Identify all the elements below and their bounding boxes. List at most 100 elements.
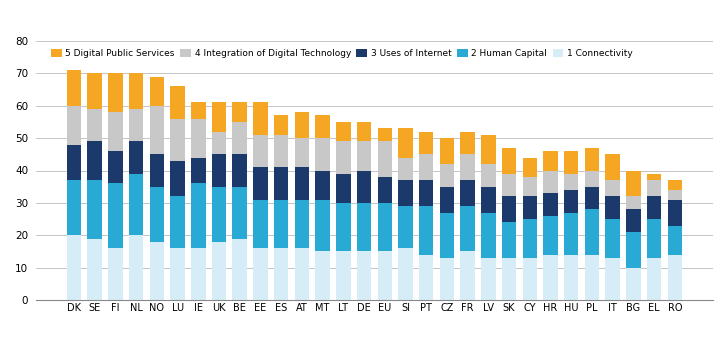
Bar [294, 200, 309, 248]
Bar [419, 154, 433, 180]
Bar [647, 219, 662, 258]
Bar [440, 213, 454, 258]
Bar [377, 203, 392, 252]
Bar [606, 180, 620, 196]
Bar [253, 248, 268, 300]
Bar [377, 141, 392, 177]
Bar [67, 145, 81, 180]
Bar [336, 203, 351, 252]
Bar [626, 196, 641, 209]
Bar [191, 183, 206, 248]
Bar [315, 170, 330, 200]
Bar [108, 151, 122, 183]
Bar [585, 170, 599, 187]
Bar [460, 252, 475, 300]
Bar [150, 154, 164, 187]
Bar [150, 106, 164, 154]
Bar [108, 73, 122, 112]
Bar [606, 154, 620, 180]
Bar [294, 248, 309, 300]
Bar [564, 255, 578, 300]
Bar [502, 148, 516, 174]
Bar [377, 252, 392, 300]
Bar [481, 213, 495, 258]
Bar [502, 174, 516, 196]
Bar [667, 180, 682, 190]
Bar [129, 109, 143, 142]
Bar [667, 255, 682, 300]
Bar [419, 206, 433, 255]
Bar [543, 170, 558, 193]
Bar [481, 258, 495, 300]
Bar [523, 258, 537, 300]
Bar [336, 252, 351, 300]
Bar [564, 190, 578, 213]
Bar [564, 151, 578, 174]
Bar [253, 103, 268, 135]
Bar [171, 119, 185, 161]
Bar [606, 196, 620, 219]
Bar [253, 167, 268, 200]
Bar [191, 119, 206, 158]
Bar [191, 103, 206, 119]
Bar [87, 73, 102, 109]
Bar [398, 180, 413, 206]
Bar [108, 248, 122, 300]
Bar [274, 135, 289, 167]
Bar [564, 174, 578, 190]
Bar [460, 154, 475, 180]
Legend: 5 Digital Public Services, 4 Integration of Digital Technology, 3 Uses of Intern: 5 Digital Public Services, 4 Integration… [48, 45, 636, 62]
Bar [647, 174, 662, 180]
Bar [585, 187, 599, 209]
Bar [357, 252, 372, 300]
Bar [294, 138, 309, 167]
Bar [233, 187, 247, 239]
Bar [626, 209, 641, 232]
Bar [212, 242, 226, 300]
Bar [129, 235, 143, 300]
Bar [357, 170, 372, 203]
Bar [606, 219, 620, 258]
Bar [357, 122, 372, 142]
Bar [274, 167, 289, 200]
Bar [315, 252, 330, 300]
Bar [606, 258, 620, 300]
Bar [129, 142, 143, 174]
Bar [377, 177, 392, 203]
Bar [667, 190, 682, 200]
Bar [523, 158, 537, 177]
Bar [440, 164, 454, 187]
Bar [67, 235, 81, 300]
Bar [315, 138, 330, 170]
Bar [523, 219, 537, 258]
Bar [543, 255, 558, 300]
Bar [667, 200, 682, 226]
Bar [336, 174, 351, 203]
Bar [357, 203, 372, 252]
Bar [398, 129, 413, 158]
Bar [523, 177, 537, 196]
Bar [233, 103, 247, 122]
Bar [336, 142, 351, 174]
Bar [253, 135, 268, 167]
Bar [398, 158, 413, 180]
Bar [336, 122, 351, 142]
Bar [585, 255, 599, 300]
Bar [398, 206, 413, 248]
Bar [419, 180, 433, 206]
Bar [191, 248, 206, 300]
Bar [108, 112, 122, 151]
Bar [294, 167, 309, 200]
Bar [315, 200, 330, 252]
Bar [502, 222, 516, 258]
Bar [212, 103, 226, 132]
Bar [67, 180, 81, 235]
Bar [171, 86, 185, 119]
Bar [274, 248, 289, 300]
Bar [543, 151, 558, 170]
Bar [171, 161, 185, 196]
Bar [460, 132, 475, 154]
Bar [150, 187, 164, 242]
Bar [543, 216, 558, 255]
Bar [460, 180, 475, 206]
